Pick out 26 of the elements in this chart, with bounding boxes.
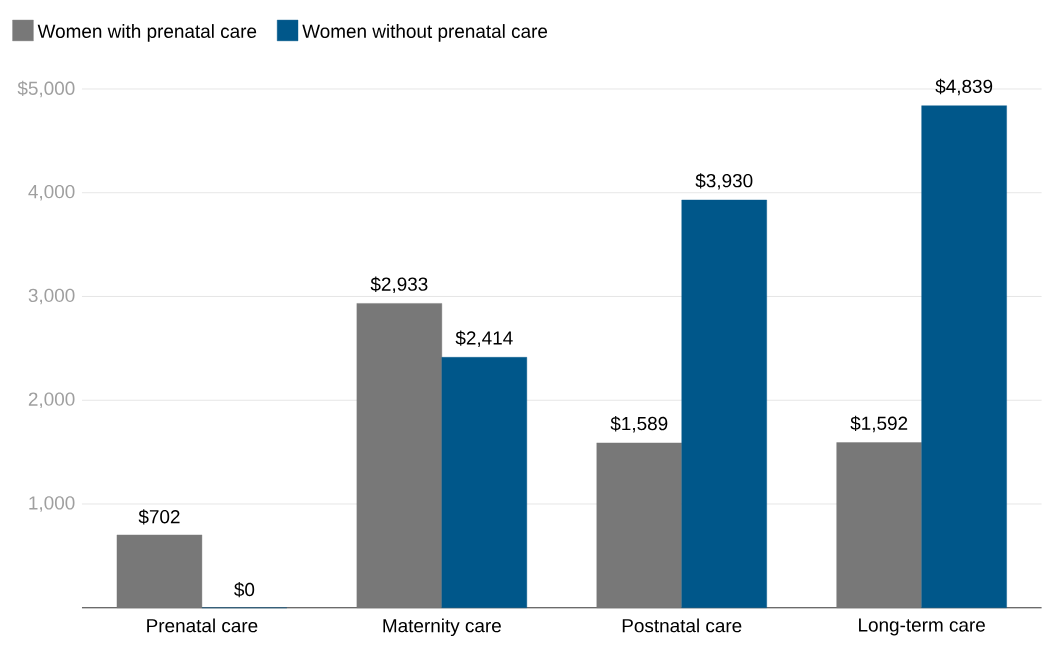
data-label: $4,839 (935, 78, 993, 96)
bar (441, 357, 528, 609)
x-tick-label: Prenatal care (147, 618, 258, 633)
bar (596, 442, 682, 609)
x-tick-label: Maternity care (383, 618, 501, 637)
y-tick-label: 1,000 (29, 496, 75, 512)
y-tick-label: 4,000 (28, 185, 75, 201)
y-tick-label: 2,000 (28, 392, 75, 409)
bar (921, 105, 1007, 609)
data-label: $2,414 (455, 330, 513, 348)
data-label: $702 (138, 509, 180, 525)
bar (356, 303, 443, 609)
data-label: $1,592 (850, 415, 908, 433)
data-label: $1,589 (610, 416, 668, 433)
legend-label: Women without prenatal care (302, 24, 548, 42)
data-label: $3,930 (695, 173, 753, 190)
data-label: $0 (234, 582, 255, 598)
legend-label: Women with prenatal care (37, 24, 257, 42)
x-tick-label: Long-term care (859, 618, 985, 636)
y-tick-label: $5,000 (17, 80, 75, 98)
y-tick-label: 3,000 (28, 288, 75, 305)
bar (116, 534, 203, 609)
bar (836, 442, 922, 609)
x-tick-label: Postnatal care (622, 618, 742, 633)
data-label: $2,933 (370, 276, 428, 294)
bar (681, 199, 767, 609)
